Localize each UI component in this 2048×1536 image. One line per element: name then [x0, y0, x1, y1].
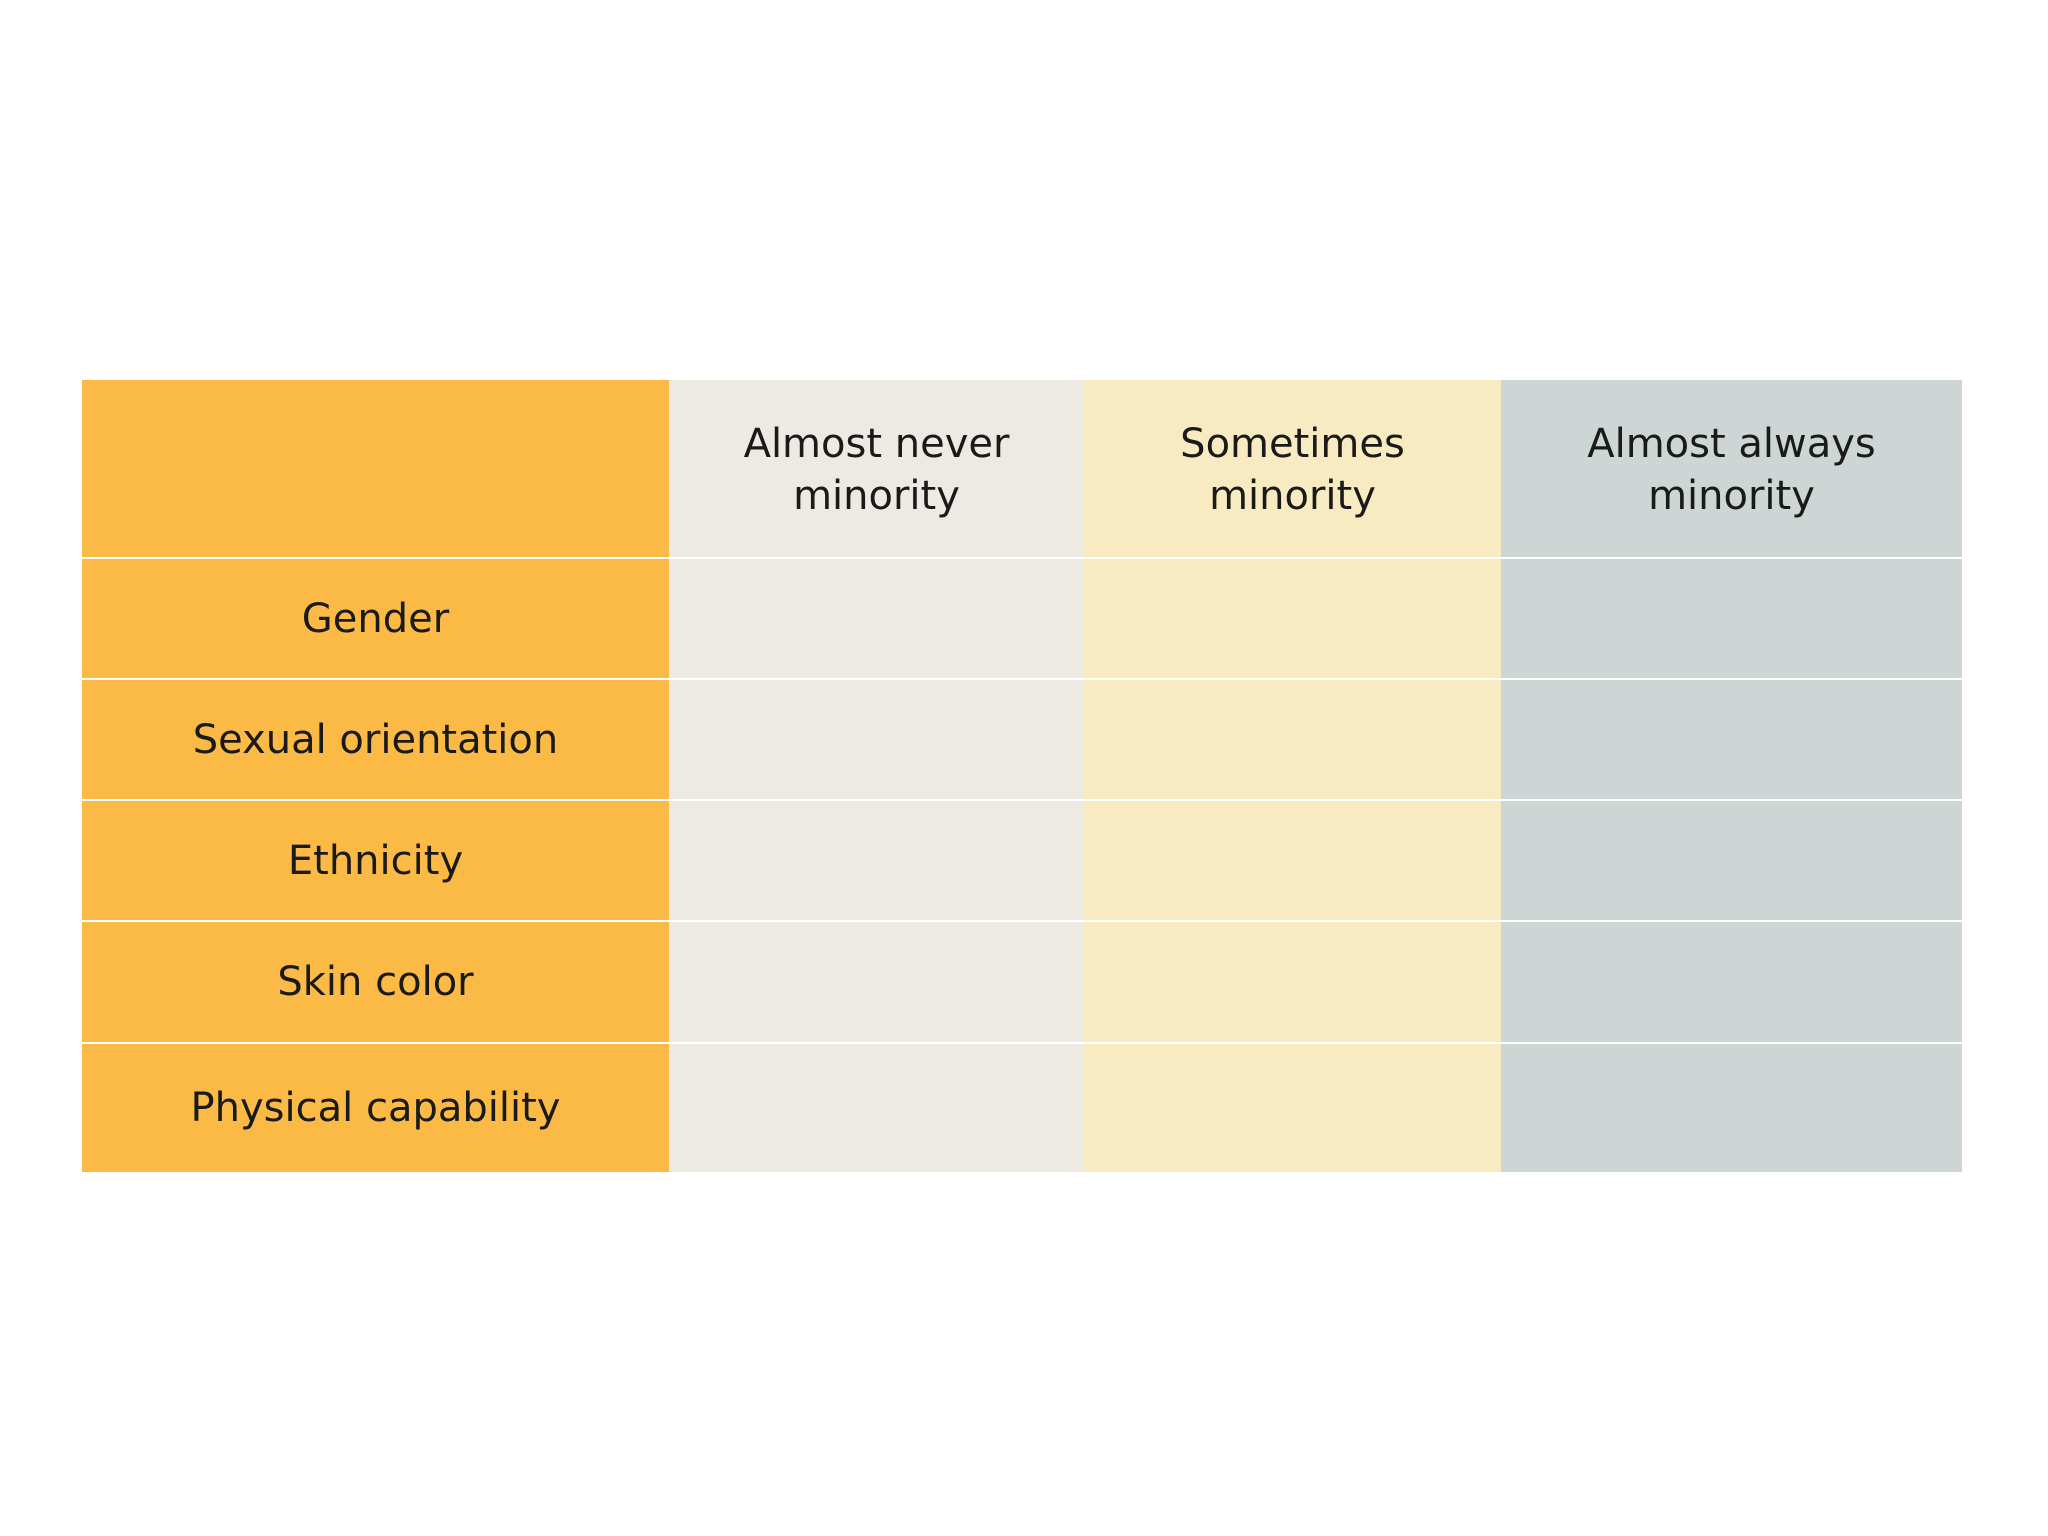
column-header: Almost never minority: [669, 380, 1084, 559]
table-cell: [669, 922, 1084, 1044]
row-label: Ethnicity: [82, 801, 669, 922]
table-cell: [1501, 922, 1962, 1044]
row-label: Sexual orientation: [82, 680, 669, 801]
table-cell: [1084, 559, 1501, 680]
row-label: Physical capability: [82, 1044, 669, 1172]
table: Almost never minority Sometimes minority A…: [82, 380, 1962, 1172]
column-header: Sometimes minority: [1084, 380, 1501, 559]
row-label: Skin color: [82, 922, 669, 1044]
table-cell: [669, 1044, 1084, 1172]
table-cell: [1084, 680, 1501, 801]
table-cell: [1501, 680, 1962, 801]
column-header: Almost always minority: [1501, 380, 1962, 559]
table-cell: [669, 801, 1084, 922]
table-cell: [1501, 559, 1962, 680]
table-cell: [1084, 1044, 1501, 1172]
table-cell: [1084, 801, 1501, 922]
table-cell: [1084, 922, 1501, 1044]
table-cell: [669, 559, 1084, 680]
table-cell: [1501, 1044, 1962, 1172]
table-cell: [1501, 801, 1962, 922]
table-cell: [669, 680, 1084, 801]
row-label: Gender: [82, 559, 669, 680]
corner-cell: [82, 380, 669, 559]
